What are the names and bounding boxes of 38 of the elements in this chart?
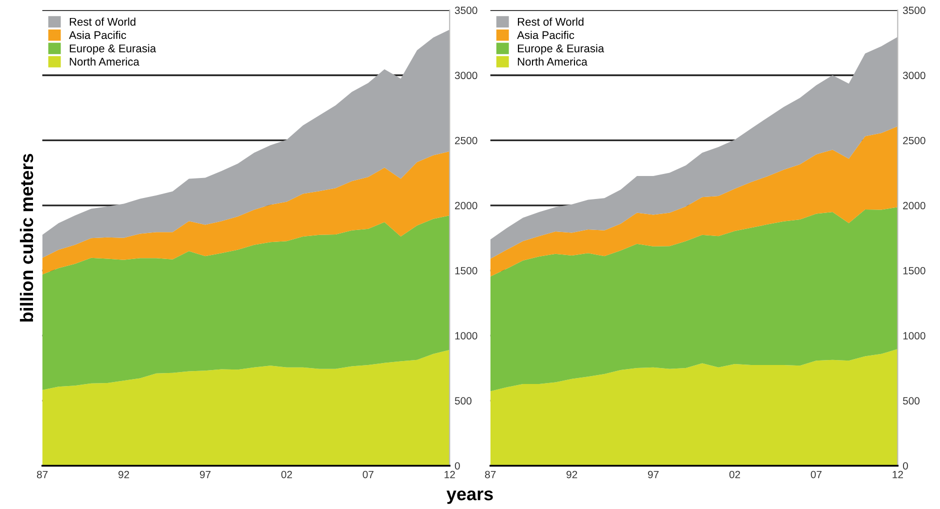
- y-tick-label: 2000: [455, 202, 478, 210]
- y-tick-label: 500: [902, 397, 920, 405]
- legend-label: Rest of World: [70, 18, 136, 26]
- legend-label: Europe & Eurasia: [70, 44, 156, 55]
- x-axis-title: years: [446, 490, 493, 504]
- legend-label: Asia Pacific: [517, 30, 574, 40]
- y-tick-label: 2500: [455, 136, 478, 144]
- y-axis-title: billion cubic meters: [20, 154, 34, 322]
- legend-label: North America: [518, 57, 588, 66]
- y-tick-label: 0: [454, 462, 460, 470]
- y-tick-label: 1500: [903, 267, 926, 274]
- y-tick-label: 3500: [902, 6, 926, 14]
- legend-label: Asia Pacific: [68, 30, 126, 40]
- x-tick-label: 02: [281, 470, 292, 478]
- x-tick-label: 92: [118, 470, 130, 478]
- x-tick-label: 87: [485, 470, 496, 478]
- x-tick-label: 02: [729, 470, 740, 478]
- y-tick-label: 0: [902, 462, 908, 470]
- x-tick-label: 97: [200, 470, 211, 478]
- x-tick-label: 92: [566, 470, 578, 478]
- y-tick-label: 1000: [903, 332, 926, 340]
- x-tick-label: 07: [810, 470, 822, 478]
- legend-label: North America: [70, 57, 140, 66]
- x-tick-label: 12: [892, 470, 903, 478]
- y-tick-label: 3000: [454, 72, 478, 80]
- y-tick-label: 500: [454, 397, 472, 405]
- legend-label: Rest of World: [518, 18, 584, 26]
- x-tick-label: 87: [36, 470, 48, 478]
- legend-label: Europe & Eurasia: [518, 44, 604, 55]
- y-tick-label: 1000: [455, 332, 478, 340]
- y-tick-label: 3000: [902, 72, 926, 80]
- x-tick-label: 12: [444, 470, 455, 478]
- y-tick-label: 1500: [455, 267, 478, 274]
- x-tick-label: 07: [362, 470, 374, 478]
- y-tick-label: 3500: [454, 6, 478, 14]
- y-tick-label: 2000: [903, 202, 926, 210]
- y-tick-label: 2500: [903, 136, 926, 144]
- x-tick-label: 97: [648, 470, 659, 478]
